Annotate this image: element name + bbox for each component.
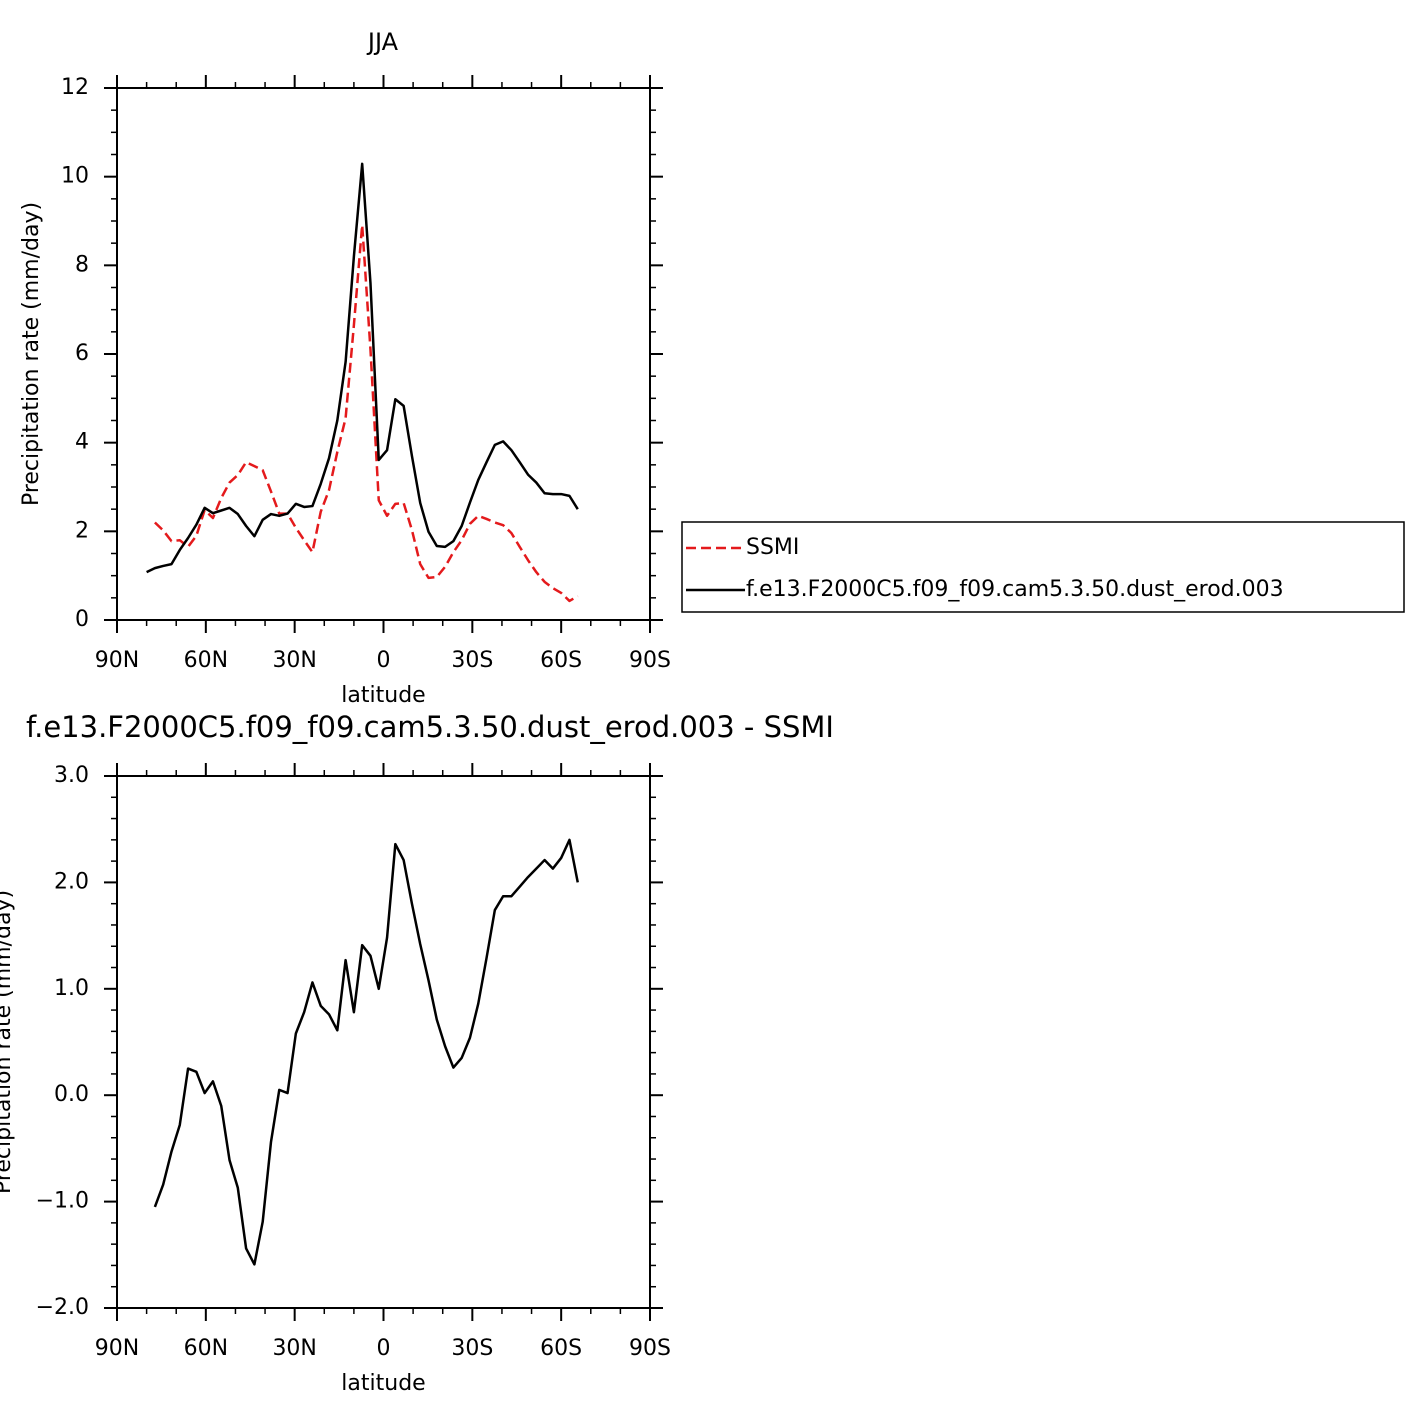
- legend-label: SSMI: [746, 535, 799, 560]
- x-tick-label: 60S: [540, 1336, 582, 1361]
- plot-frame: [116, 87, 651, 621]
- y-tick-label: 12: [61, 75, 89, 100]
- x-tick-label: 90N: [95, 1336, 139, 1361]
- x-tick-label: 30N: [272, 1336, 316, 1361]
- x-tick-label: 30N: [272, 648, 316, 673]
- x-tick-label: 30S: [451, 1336, 493, 1361]
- x-tick-label: 0: [377, 1336, 391, 1361]
- y-tick-label: 2: [75, 518, 89, 543]
- y-tick-label: 0.0: [54, 1082, 89, 1107]
- legend-label: f.e13.F2000C5.f09_f09.cam5.3.50.dust_ero…: [746, 577, 1284, 602]
- y-tick-label: −2.0: [36, 1295, 89, 1320]
- x-tick-label: 90S: [629, 1336, 671, 1361]
- x-tick-label: 60S: [540, 648, 582, 673]
- y-tick-label: 1.0: [54, 976, 89, 1001]
- y-axis-label: Precipitation rate (mm/day): [19, 202, 44, 506]
- chart-title: f.e13.F2000C5.f09_f09.cam5.3.50.dust_ero…: [26, 710, 834, 744]
- x-axis-label: latitude: [341, 683, 425, 708]
- legend-box: [681, 521, 1405, 613]
- x-tick-label: 0: [377, 648, 391, 673]
- plot-frame: [116, 775, 651, 1309]
- y-tick-label: 10: [61, 164, 89, 189]
- y-axis-label: Precipitation rate (mm/day): [0, 890, 16, 1194]
- y-tick-label: 0: [75, 607, 89, 632]
- x-tick-label: 90S: [629, 648, 671, 673]
- data-line: [154, 223, 579, 603]
- y-tick-label: 2.0: [54, 869, 89, 894]
- y-tick-label: 3.0: [54, 763, 89, 788]
- y-tick-label: 8: [75, 252, 89, 277]
- data-line: [153, 838, 579, 1266]
- data-line: [146, 162, 579, 574]
- y-tick-label: 4: [75, 430, 89, 455]
- x-tick-label: 90N: [95, 648, 139, 673]
- y-tick-label: 6: [75, 341, 89, 366]
- x-tick-label: 60N: [184, 1336, 228, 1361]
- x-tick-label: 30S: [451, 648, 493, 673]
- x-tick-label: 60N: [184, 648, 228, 673]
- chart-title: JJA: [366, 28, 399, 56]
- y-tick-label: −1.0: [36, 1189, 89, 1214]
- x-axis-label: latitude: [341, 1371, 425, 1396]
